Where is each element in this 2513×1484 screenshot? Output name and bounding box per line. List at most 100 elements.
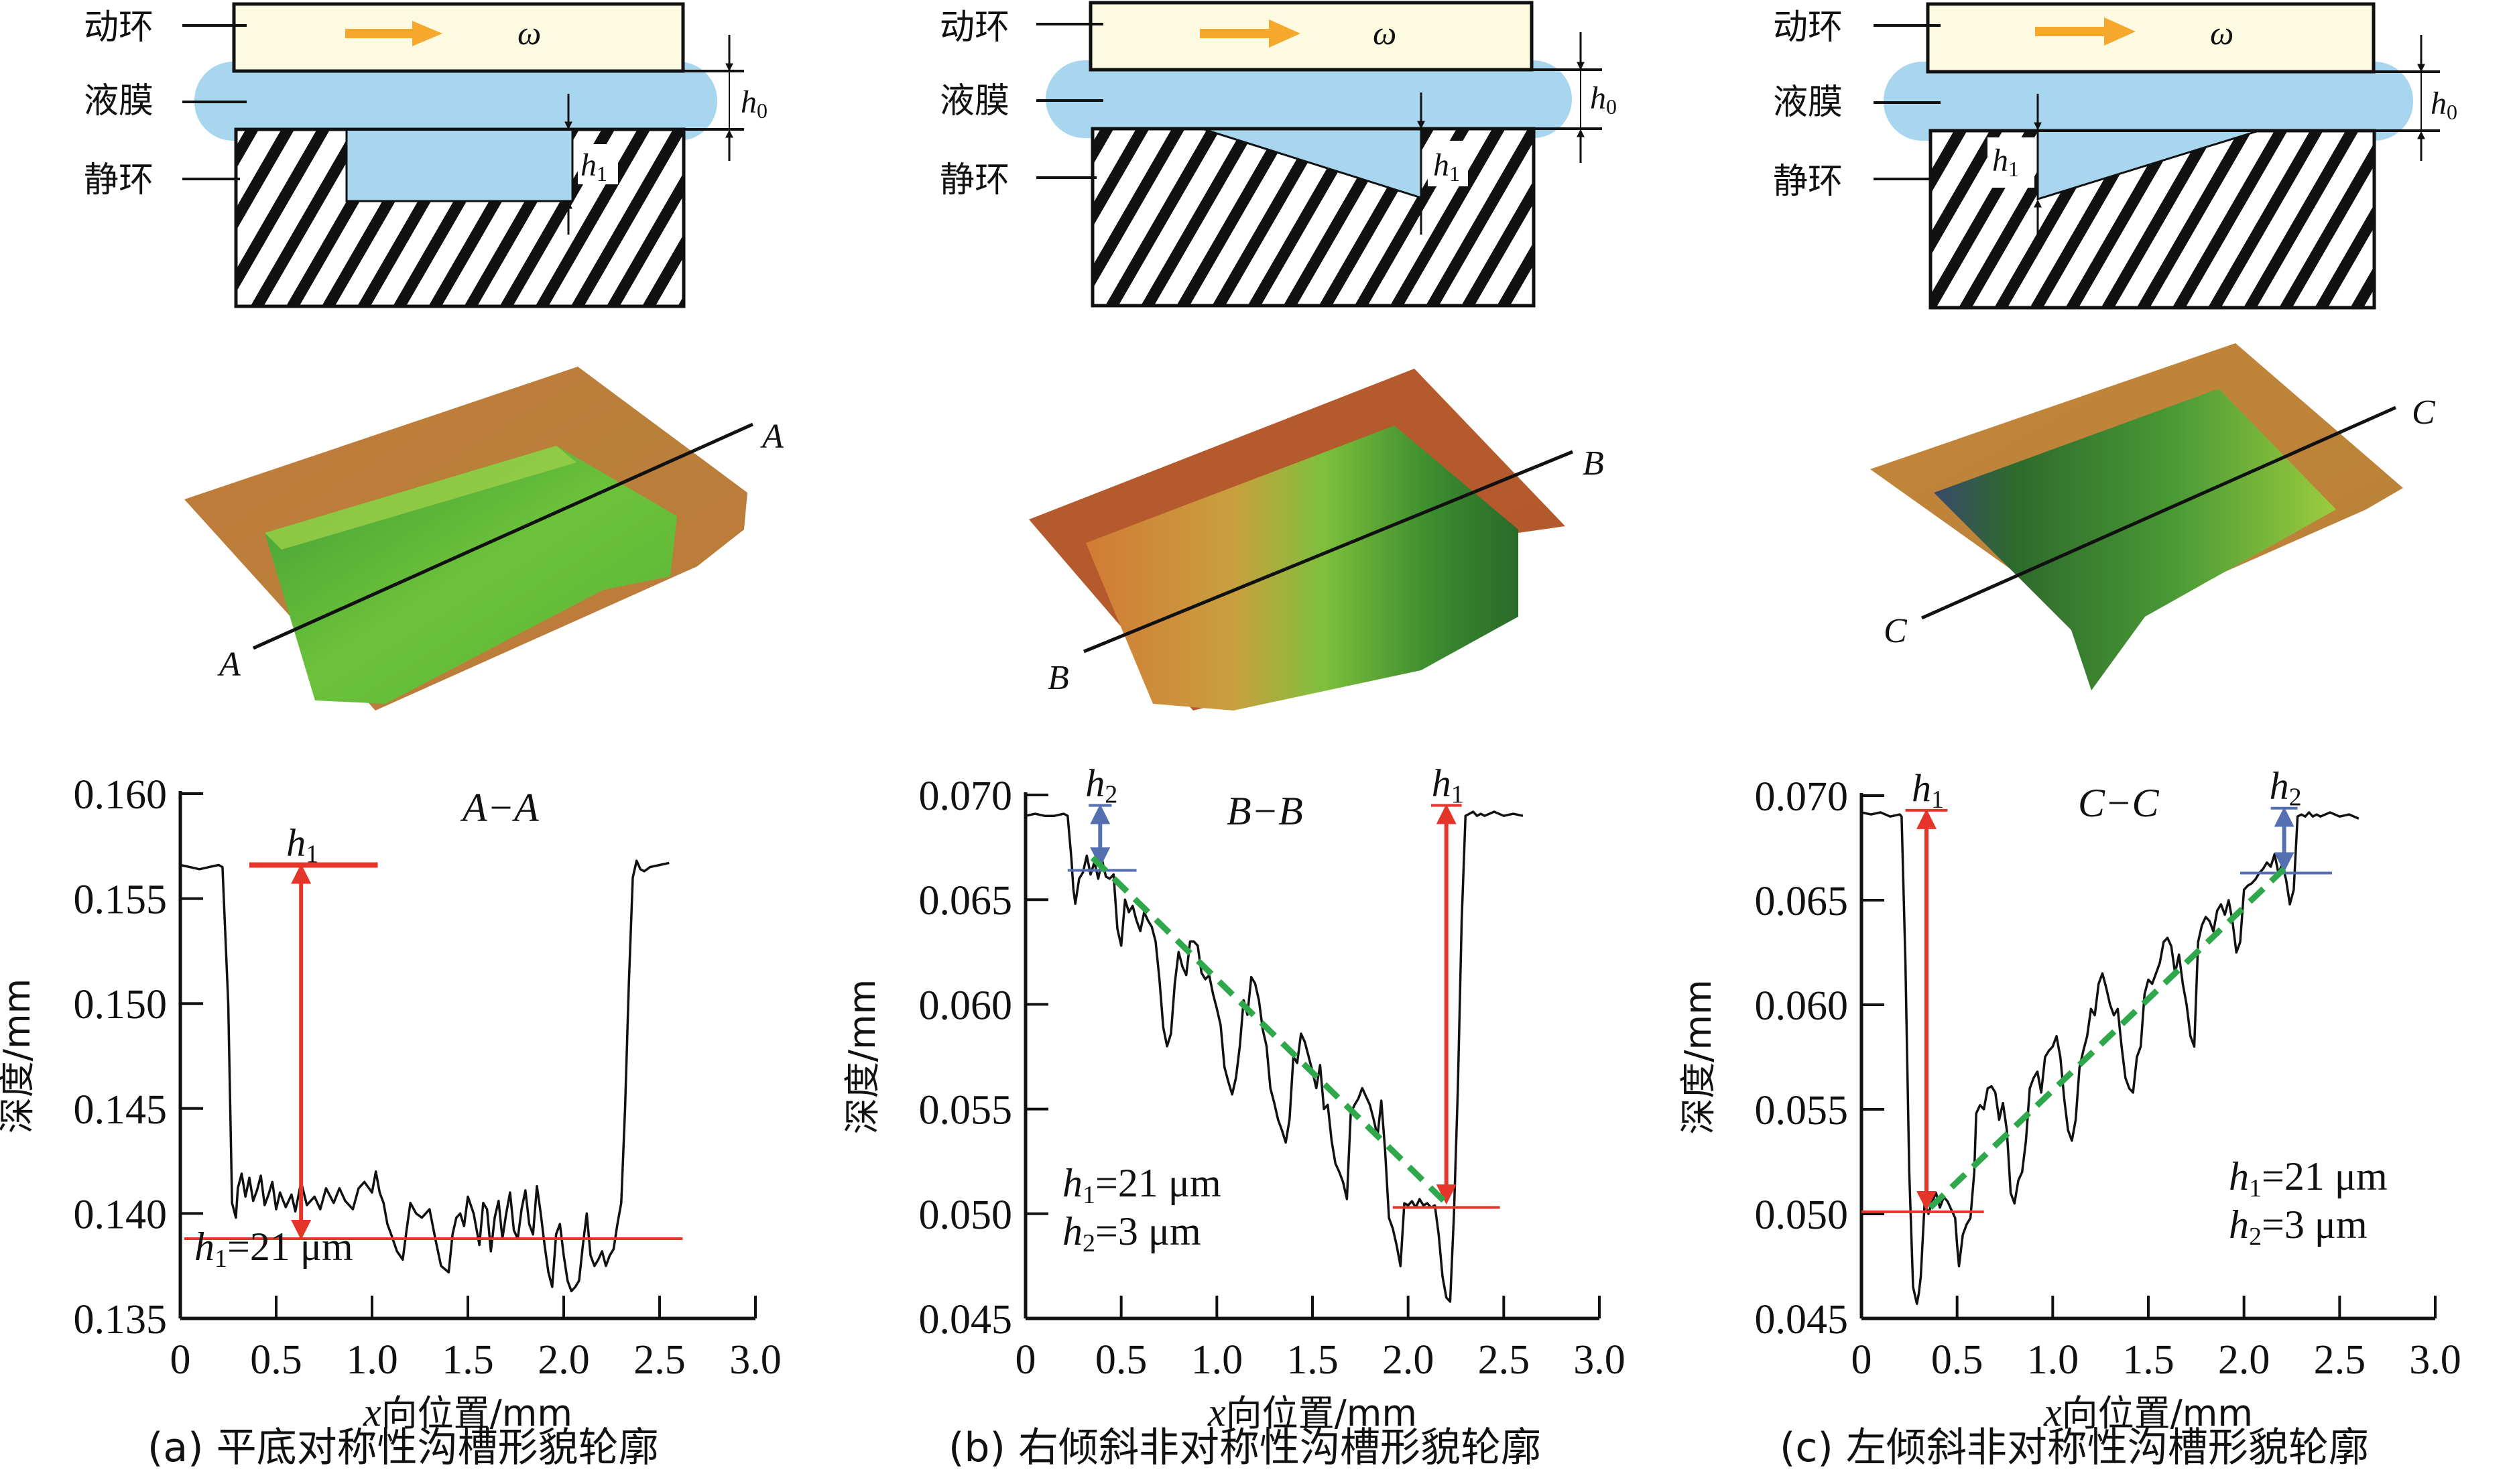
y-tick-label: 0.060 xyxy=(919,983,1013,1028)
chart-title: A−A xyxy=(460,786,539,830)
surface-a: A A xyxy=(184,367,784,710)
dimension-label: h2 xyxy=(2270,764,2302,812)
diagram-b: ω 动环 液膜 静环 h0 h1 xyxy=(940,1,1617,308)
moving-ring-label-c: 动环 xyxy=(1773,7,1843,48)
chart-title: B−B xyxy=(1227,789,1303,833)
dimension-label: h1 xyxy=(1912,766,1944,814)
y-tick-label: 0.045 xyxy=(919,1297,1013,1343)
rotation-arrow-icon xyxy=(2035,27,2107,36)
trend-dashed-line xyxy=(1928,866,2286,1210)
x-tick-label: 1.5 xyxy=(2122,1337,2174,1383)
y-tick-label: 0.065 xyxy=(1755,879,1849,924)
profile-line xyxy=(1025,810,1524,1303)
trend-dashed-line xyxy=(1090,855,1449,1206)
stationary-ring-label-b: 静环 xyxy=(940,160,1009,200)
result-annotation: h2=3 μm xyxy=(2229,1202,2368,1251)
y-tick-label: 0.055 xyxy=(919,1088,1013,1133)
x-tick-label: 0 xyxy=(1016,1337,1036,1383)
chart-title: C−C xyxy=(2078,781,2160,825)
result-annotation: h1=21 μm xyxy=(1062,1161,1221,1209)
y-tick-label: 0.150 xyxy=(74,982,168,1028)
x-tick-label: 2.0 xyxy=(538,1337,590,1383)
moving-ring-label-a: 动环 xyxy=(84,7,154,48)
film-label-c: 液膜 xyxy=(1773,82,1843,123)
caption-c: (c) 左倾斜非对称性沟槽形貌轮廓 xyxy=(1780,1424,2369,1471)
x-tick-label: 2.5 xyxy=(1478,1337,1530,1383)
x-tick-label: 0 xyxy=(170,1337,191,1383)
surface-a-rim xyxy=(265,446,576,550)
rotation-arrow-icon xyxy=(345,29,416,38)
h1-label-a: h1 xyxy=(580,147,607,186)
x-tick-label: 3.0 xyxy=(729,1337,782,1383)
chart-c: 0.045 0.050 0.055 0.060 0.065 0.070 0 0.5 1.0 1.5… xyxy=(1677,764,2461,1434)
section-label-b-left: B xyxy=(1048,659,1069,697)
moving-ring-a xyxy=(232,2,685,73)
moving-ring-label-b: 动环 xyxy=(940,7,1009,48)
section-label-c-right: C xyxy=(2412,393,2436,432)
rotation-arrowhead xyxy=(1269,19,1300,48)
result-annotation: h1=21 μm xyxy=(2229,1154,2388,1202)
section-label-c-left: C xyxy=(1884,612,1908,650)
x-tick-label: 0.5 xyxy=(250,1337,302,1383)
omega-label-a: ω xyxy=(517,14,541,52)
section-label-a-right: A xyxy=(760,418,784,456)
section-label-b-right: B xyxy=(1583,444,1604,483)
y-axis-label: 深度/mm xyxy=(0,979,38,1133)
result-annotation: h1=21 μm xyxy=(194,1225,353,1273)
rotation-arrowhead xyxy=(2104,17,2136,46)
x-tick-label: 2.0 xyxy=(2218,1337,2270,1383)
y-tick-label: 0.045 xyxy=(1755,1297,1849,1343)
x-axis-label: x向位置/mm xyxy=(1207,1390,1417,1434)
groove-a xyxy=(345,128,574,202)
surface-c-groove xyxy=(1934,389,2336,690)
section-line-a xyxy=(252,422,754,650)
section-label-a-left: A xyxy=(217,645,241,684)
surface-b: B B xyxy=(1029,369,1604,710)
y-tick-label: 0.155 xyxy=(74,877,168,923)
dimension-label: h2 xyxy=(1085,761,1117,809)
y-tick-label: 0.070 xyxy=(1755,774,1849,820)
x-axis-label: x向位置/mm xyxy=(2043,1390,2253,1434)
y-tick-label: 0.070 xyxy=(919,774,1013,819)
h0-label-a: h0 xyxy=(741,84,768,123)
rotation-arrowhead xyxy=(412,21,442,46)
omega-label-c: ω xyxy=(2210,14,2233,52)
dimension-label: h1 xyxy=(286,820,318,868)
y-tick-label: 0.160 xyxy=(74,772,168,818)
omega-label-b: ω xyxy=(1373,14,1396,52)
surface-b-groove xyxy=(1086,426,1518,710)
x-tick-label: 1.0 xyxy=(346,1337,398,1383)
caption-a: (a) 平底对称性沟槽形貌轮廓 xyxy=(147,1424,659,1471)
x-tick-label: 1.5 xyxy=(442,1337,494,1383)
x-tick-label: 3.0 xyxy=(2409,1337,2461,1383)
section-line-c xyxy=(1920,406,2397,620)
chart-b: 0.045 0.050 0.055 0.060 0.065 0.070 0 0.5 1.0 1.5… xyxy=(841,761,1626,1434)
chart-a: 0.135 0.140 0.145 0.150 0.155 0.160 0 0.5 1.0 1.5… xyxy=(0,772,782,1434)
x-tick-label: 3.0 xyxy=(1573,1337,1626,1383)
moving-ring-c xyxy=(1926,2,2376,74)
y-tick-label: 0.050 xyxy=(1755,1192,1849,1238)
rotation-arrow-icon xyxy=(1200,29,1272,38)
x-tick-label: 0.5 xyxy=(1095,1337,1148,1383)
profile-line xyxy=(180,859,670,1293)
dimension-label: h1 xyxy=(1432,761,1464,809)
x-tick-label: 2.5 xyxy=(2314,1337,2366,1383)
section-line-b xyxy=(1083,450,1573,654)
film-label-b: 液膜 xyxy=(940,81,1009,121)
caption-b: (b) 右倾斜非对称性沟槽形貌轮廓 xyxy=(948,1424,1541,1471)
x-tick-label: 2.0 xyxy=(1382,1337,1434,1383)
y-tick-label: 0.055 xyxy=(1755,1088,1849,1133)
diagram-a: ω 动环 液膜 静环 h0 h1 xyxy=(84,2,768,308)
y-tick-label: 0.065 xyxy=(919,878,1013,924)
y-tick-label: 0.140 xyxy=(74,1192,168,1237)
x-tick-label: 1.0 xyxy=(1191,1337,1243,1383)
y-tick-label: 0.050 xyxy=(919,1192,1013,1238)
h1-label-c: h1 xyxy=(1992,143,2019,181)
x-tick-label: 2.5 xyxy=(633,1337,686,1383)
stationary-ring-label-c: 静环 xyxy=(1773,162,1843,202)
film-a xyxy=(194,62,717,141)
h0-label-b: h0 xyxy=(1590,80,1617,119)
x-axis-label: x向位置/mm xyxy=(363,1390,572,1434)
h0-label-c: h0 xyxy=(2431,86,2457,124)
